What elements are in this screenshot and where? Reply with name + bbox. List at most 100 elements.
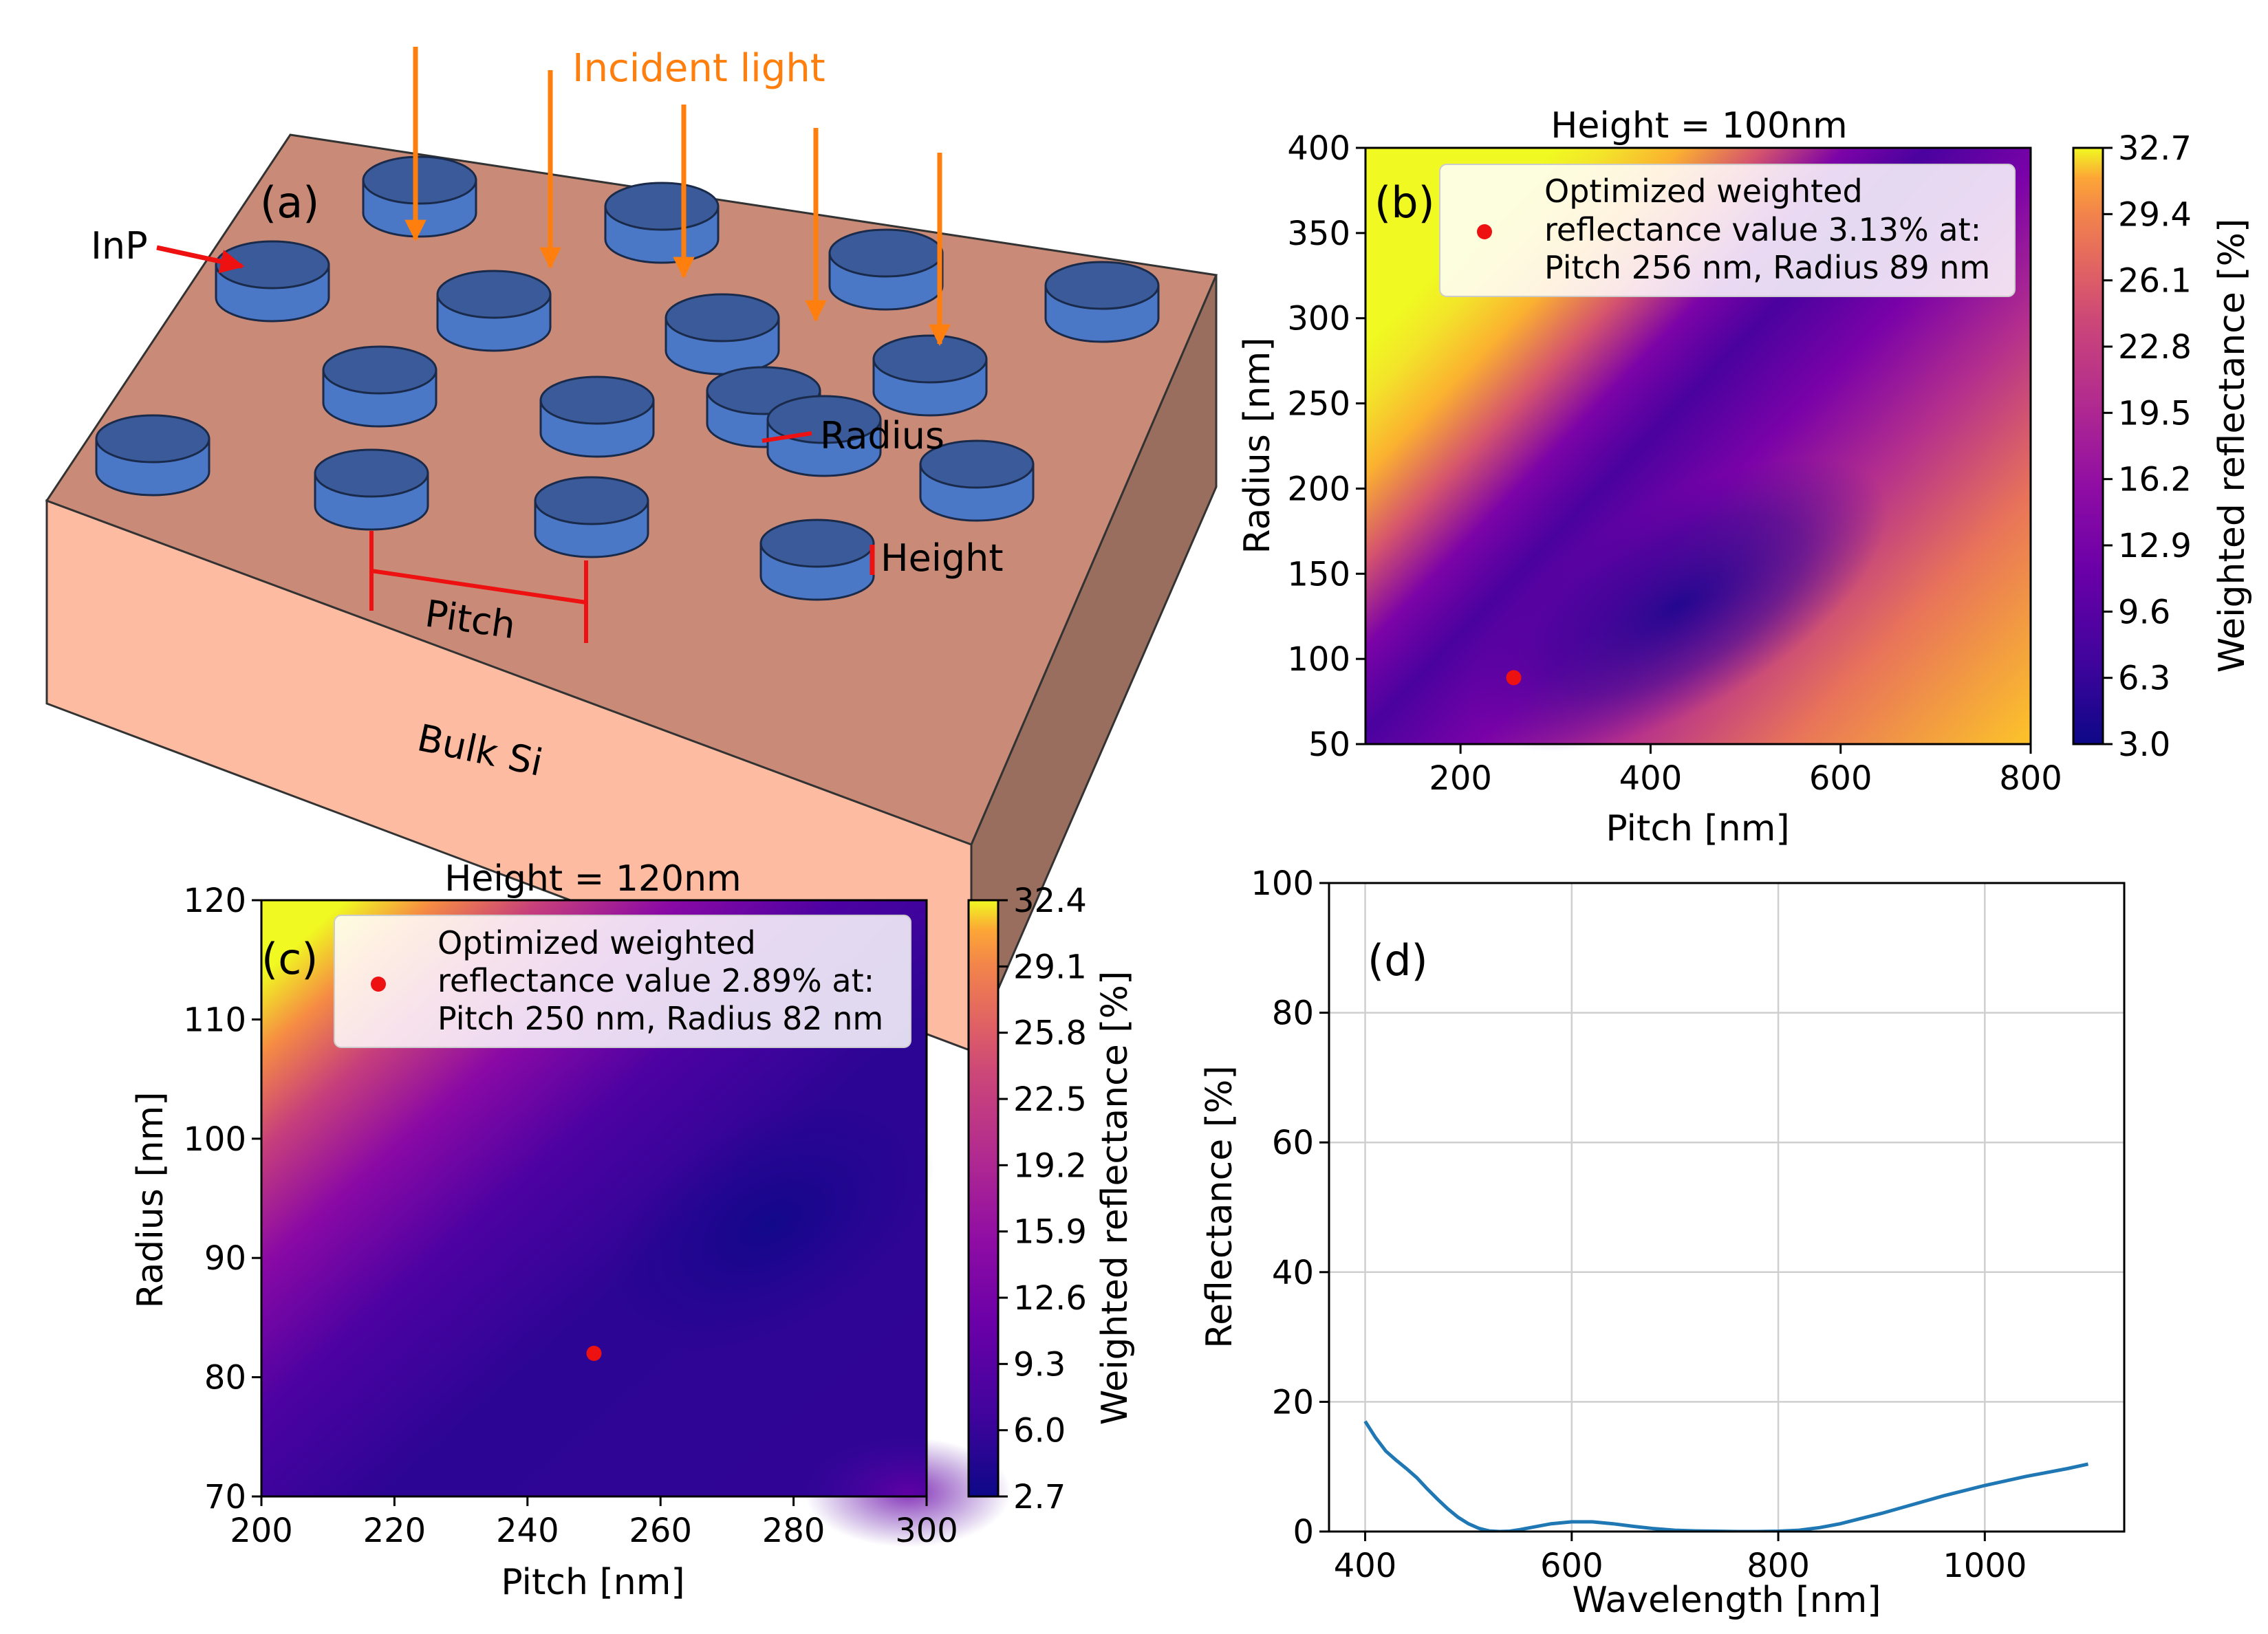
y-tick-label: 70	[204, 1478, 246, 1516]
x-tick-label: 280	[762, 1512, 825, 1550]
line-chart-panel-d: 400 600 800 1000 0 20 40 60 80 100 (d) Wavelength…	[1199, 864, 2126, 1621]
grid-d	[1329, 882, 2124, 1533]
nanodisk-top	[314, 448, 429, 498]
y-tick-label: 40	[1272, 1254, 1314, 1292]
y-tick-label: 250	[1287, 385, 1350, 424]
y-tick-label: 80	[1272, 994, 1314, 1033]
x-tick-label: 600	[1809, 759, 1872, 798]
colorbar-ticks-b: 3.0 6.3 9.6 12.9 16.2 19.5 22.8 26.1 29.4 32.7	[2103, 129, 2192, 764]
legend-b-line-1: Optimized weighted	[1544, 173, 1863, 210]
y-tick-label: 300	[1287, 300, 1350, 338]
nanodisk	[759, 519, 875, 601]
colorbar-tick-label: 12.6	[1013, 1279, 1087, 1318]
chart-title-c: Height = 120nm	[444, 858, 741, 900]
heatmap-b-minimum-region	[1469, 458, 1888, 752]
y-tick-label: 100	[1287, 640, 1350, 679]
inp-nanodisks	[95, 155, 1160, 601]
heatmap-panel-c: 200 220 240 260 280 300 70 80 90 100 110 120 Optimi…	[130, 858, 1136, 1603]
nanodisk-top	[872, 334, 988, 384]
nanodisk	[314, 448, 429, 531]
heatmap-panel-b: 200 400 600 800 50 100 150 200 250 300 350 400 Opti…	[1237, 105, 2253, 849]
inp-label: InP	[91, 224, 148, 268]
x-axis-label-b: Pitch [nm]	[1606, 808, 1789, 849]
incident-light-arrows	[404, 47, 951, 347]
nanodisk-top	[436, 270, 552, 319]
colorbar-tick-label: 32.4	[1013, 882, 1087, 920]
y-tick-label: 350	[1287, 215, 1350, 253]
height-label: Height	[881, 536, 1004, 580]
nanodisk-top	[322, 345, 438, 395]
colorbar-tick-label: 12.9	[2118, 527, 2192, 565]
legend-b: Optimized weighted reflectance value 3.1…	[1439, 164, 2016, 297]
x-tick-label: 240	[496, 1512, 559, 1550]
plot-frame-c	[260, 899, 928, 1498]
panel-label-a: (a)	[260, 177, 319, 228]
nanodisk	[872, 334, 988, 417]
x-tick-label: 200	[230, 1512, 293, 1550]
legend-c-line-1: Optimized weighted	[438, 924, 756, 961]
x-tick-label: 600	[1540, 1547, 1603, 1585]
plot-frame-b	[1364, 146, 2032, 745]
legend-b-line-2: reflectance value 3.13% at:	[1544, 211, 1981, 248]
chart-title-b: Height = 100nm	[1551, 105, 1847, 146]
colorbar-tick-label: 26.1	[2118, 262, 2192, 301]
colorbar-tick-label: 22.8	[2118, 328, 2192, 367]
x-axis-label-c: Pitch [nm]	[501, 1562, 684, 1603]
colorbar-tick-label: 6.3	[2118, 660, 2170, 698]
nanodisk	[1044, 261, 1160, 343]
y-tick-label: 0	[1293, 1513, 1314, 1551]
nanodisk	[534, 476, 649, 558]
legend-box-b	[1439, 164, 2016, 297]
colorbar-tick-label: 22.5	[1013, 1080, 1087, 1119]
y-tick-label: 50	[1308, 726, 1350, 764]
colorbar-tick-label: 32.7	[2118, 129, 2192, 168]
nanodisk-top	[362, 155, 477, 205]
axis-ticks-d: 400 600 800 1000 0 20 40 60 80 100	[1251, 864, 2027, 1585]
colorbar-tick-label: 16.2	[2118, 461, 2192, 499]
nanodisk-top	[539, 375, 655, 425]
nanodisk-top	[1044, 261, 1160, 310]
colorbar-tick-label: 3.0	[2118, 726, 2170, 764]
inp-pointer-arrow	[156, 245, 245, 274]
y-tick-label: 100	[1251, 864, 1314, 903]
y-axis-label-c: Radius [nm]	[130, 1091, 171, 1308]
legend-c: Optimized weighted reflectance value 2.8…	[334, 915, 911, 1048]
nanodisk-top	[828, 228, 944, 278]
x-tick-label: 800	[1747, 1547, 1810, 1585]
colorbar-tick-label: 9.6	[2118, 593, 2170, 631]
nanodisk	[362, 155, 477, 238]
colorbar-tick-label: 29.1	[1013, 948, 1087, 986]
panel-label-b: (b)	[1374, 177, 1435, 228]
axis-ticks-c: 200 220 240 260 280 300 70 80 90 100 110 120	[183, 882, 958, 1550]
nanodisk	[828, 228, 944, 311]
optimum-marker-b	[1506, 670, 1522, 686]
colorbar-label-c: Weighted reflectance [%]	[1094, 971, 1136, 1426]
x-axis-label-d: Wavelength [nm]	[1572, 1580, 1881, 1621]
x-tick-label: 260	[629, 1512, 692, 1550]
nanodisk-top	[95, 414, 210, 464]
colorbar-tick-label: 19.2	[1013, 1146, 1087, 1185]
nanodisk	[539, 375, 655, 458]
incident-light-label: Incident light	[572, 46, 825, 91]
y-tick-label: 400	[1287, 129, 1350, 168]
y-tick-label: 90	[204, 1239, 246, 1278]
colorbar-ticks-c: 2.7 6.0 9.3 12.6 15.9 19.2 22.5 25.8 29.1 32.4	[998, 882, 1087, 1516]
nanodisk	[436, 270, 552, 352]
nanodisk	[665, 293, 780, 375]
reflectance-line	[1363, 1420, 2089, 1532]
legend-marker-c	[371, 977, 386, 992]
colorbar-tick-label: 19.5	[2118, 394, 2192, 433]
y-axis-label-d: Reflectance [%]	[1199, 1065, 1240, 1348]
y-tick-label: 200	[1287, 470, 1350, 508]
colorbar-tick-label: 29.4	[2118, 195, 2192, 234]
y-tick-label: 150	[1287, 555, 1350, 593]
x-tick-label: 300	[895, 1512, 958, 1550]
y-tick-label: 110	[183, 1001, 246, 1039]
nanodisk	[95, 414, 210, 497]
colorbar-b	[2072, 146, 2104, 745]
x-tick-label: 1000	[1943, 1547, 2027, 1585]
colorbar-tick-label: 25.8	[1013, 1014, 1087, 1053]
x-tick-label: 800	[1999, 759, 2062, 798]
colorbar-tick-label: 6.0	[1013, 1412, 1066, 1450]
